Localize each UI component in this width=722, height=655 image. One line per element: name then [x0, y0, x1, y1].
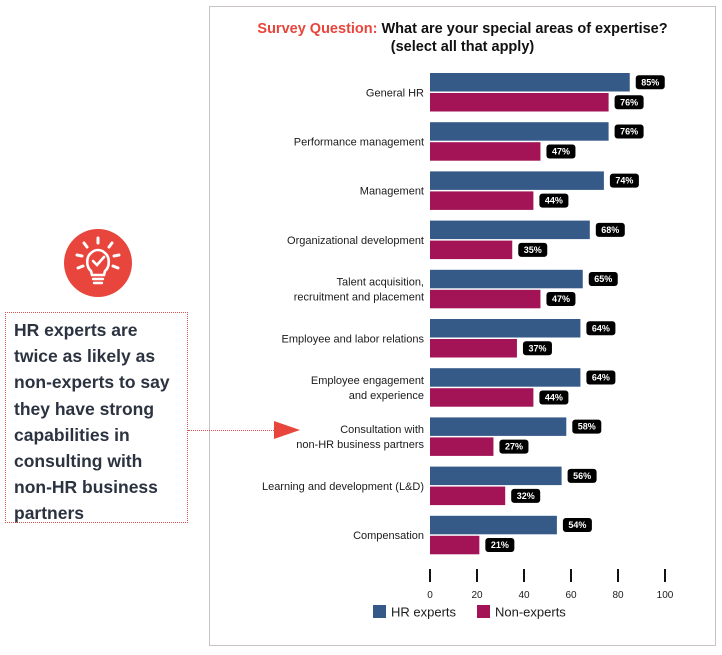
callout-connector	[188, 430, 276, 431]
bar-non-experts	[430, 437, 494, 456]
value-label-bg	[572, 419, 602, 434]
category-label: Management	[360, 186, 424, 198]
x-tick-label: 60	[565, 590, 577, 601]
value-label: 54%	[568, 520, 586, 530]
category-label: Consultation with non-HR business partner…	[296, 424, 424, 451]
value-label: 56%	[573, 471, 591, 481]
value-label: 37%	[528, 343, 546, 353]
lightbulb-check-icon	[64, 229, 132, 297]
bar-hr-experts	[430, 269, 583, 289]
value-label: 44%	[545, 196, 563, 206]
value-label-bg	[511, 488, 541, 503]
value-label-bg	[595, 222, 625, 237]
legend-swatch-non-experts	[477, 605, 490, 618]
bar-hr-experts	[430, 417, 567, 436]
category-label: Employee engagement and experience	[311, 375, 424, 402]
category-label: Learning and development (L&D)	[262, 481, 424, 493]
chart-frame	[209, 6, 716, 646]
x-tick-label: 100	[657, 590, 674, 601]
bar-hr-experts	[430, 122, 609, 141]
x-tick-label: 40	[518, 590, 530, 601]
value-label-bg	[586, 370, 616, 385]
title-subtitle: (select all that apply)	[390, 39, 535, 55]
bar-non-experts	[430, 339, 517, 358]
bar-non-experts	[430, 240, 513, 260]
bar-non-experts	[430, 191, 534, 210]
bar-hr-experts	[430, 319, 581, 338]
value-label: 44%	[545, 392, 563, 402]
value-label-bg	[586, 321, 616, 336]
category-label: Compensation	[353, 530, 424, 542]
value-label-bg	[485, 538, 515, 553]
x-tick-label: 80	[612, 590, 624, 601]
bar-hr-experts	[430, 220, 590, 240]
bar-hr-experts	[430, 466, 562, 486]
value-label: 35%	[524, 245, 542, 255]
value-label: 47%	[552, 146, 570, 156]
value-label-bg	[539, 390, 569, 405]
value-label: 27%	[505, 442, 523, 452]
value-label: 76%	[620, 97, 638, 107]
category-label: Employee and labor relations	[282, 333, 425, 345]
value-label: 32%	[517, 491, 535, 501]
value-label: 65%	[594, 274, 612, 284]
value-label: 21%	[491, 540, 509, 550]
bar-non-experts	[430, 289, 541, 309]
legend-label-hr-experts: HR experts	[391, 605, 457, 620]
value-label-bg	[546, 292, 576, 307]
value-label-bg	[614, 124, 644, 139]
bar-non-experts	[430, 93, 609, 112]
value-label-bg	[499, 439, 529, 454]
title-question: What are your special areas of expertise…	[381, 21, 668, 37]
category-label: Organizational development	[287, 235, 424, 247]
value-label: 76%	[620, 126, 638, 136]
bar-non-experts	[430, 388, 534, 407]
value-label-bg	[562, 518, 592, 533]
bar-hr-experts	[430, 171, 604, 190]
value-label: 47%	[552, 294, 570, 304]
bar-hr-experts	[430, 73, 630, 92]
value-label: 64%	[592, 372, 610, 382]
value-label-bg	[522, 341, 552, 356]
value-label-bg	[635, 75, 665, 90]
value-label-bg	[539, 193, 569, 208]
callout-box: HR experts are twice as likely as non-ex…	[5, 312, 188, 523]
value-label-bg	[588, 272, 618, 287]
value-label: 58%	[578, 422, 596, 432]
x-tick-label: 0	[427, 590, 433, 601]
legend-label-non-experts: Non-experts	[495, 605, 566, 620]
category-label: Talent acquisition, recruitment and place…	[294, 277, 424, 304]
value-label: 85%	[641, 77, 659, 87]
bar-hr-experts	[430, 368, 581, 387]
value-label: 64%	[592, 323, 610, 333]
value-label-bg	[518, 242, 548, 257]
callout-arrow-icon	[274, 421, 300, 439]
title-prefix: Survey Question:	[257, 21, 378, 37]
bar-non-experts	[430, 535, 480, 555]
chart-title: Survey Question: What are your special a…	[209, 20, 716, 56]
x-tick-label: 20	[471, 590, 483, 601]
value-label-bg	[614, 95, 644, 110]
category-label: General HR	[366, 87, 424, 99]
legend-swatch-hr-experts	[373, 605, 386, 618]
bar-hr-experts	[430, 515, 557, 535]
value-label-bg	[609, 173, 639, 188]
value-label-bg	[567, 468, 597, 483]
value-label: 68%	[601, 225, 619, 235]
value-label: 74%	[615, 176, 633, 186]
bar-non-experts	[430, 142, 541, 161]
value-label-bg	[546, 144, 576, 159]
category-label: Performance management	[294, 136, 424, 148]
bar-non-experts	[430, 486, 506, 506]
